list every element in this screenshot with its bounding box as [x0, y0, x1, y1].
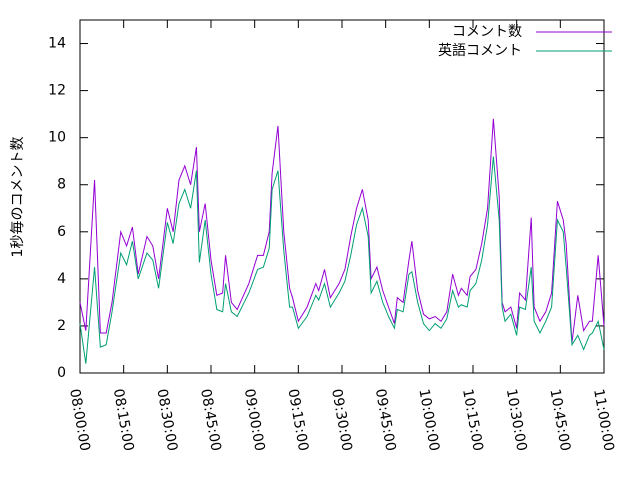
y-tick-label: 10 — [48, 130, 66, 146]
y-tick-label: 6 — [57, 224, 66, 240]
legend-label: コメント数 — [452, 24, 522, 40]
legend-label: 英語コメント — [438, 42, 522, 59]
y-tick-label: 12 — [48, 83, 66, 99]
y-tick-label: 0 — [57, 365, 66, 381]
x-tick-label: 08:00:00 — [66, 388, 93, 453]
plot-border — [79, 19, 605, 374]
y-tick-label: 4 — [57, 271, 66, 287]
x-tick-label: 08:15:00 — [110, 388, 137, 453]
x-tick-label: 10:30:00 — [503, 388, 530, 453]
series-line — [79, 118, 605, 343]
x-tick-label: 10:45:00 — [546, 388, 573, 453]
x-tick-label: 10:00:00 — [415, 388, 442, 453]
series-line — [79, 156, 605, 364]
y-tick-label: 14 — [48, 36, 66, 52]
x-tick-label: 08:45:00 — [197, 388, 224, 453]
x-tick-label: 09:15:00 — [284, 388, 311, 453]
x-tick-label: 09:30:00 — [328, 388, 355, 453]
y-axis-label: 1秒毎のコメント数 — [10, 137, 26, 258]
x-tick-label: 11:00:00 — [590, 388, 617, 453]
y-tick-label: 2 — [57, 318, 66, 334]
x-tick-label: 09:00:00 — [241, 388, 268, 453]
y-tick-label: 8 — [57, 177, 66, 193]
x-tick-label: 08:30:00 — [153, 388, 180, 453]
x-tick-label: 09:45:00 — [372, 388, 399, 453]
x-tick-label: 10:15:00 — [459, 388, 486, 453]
